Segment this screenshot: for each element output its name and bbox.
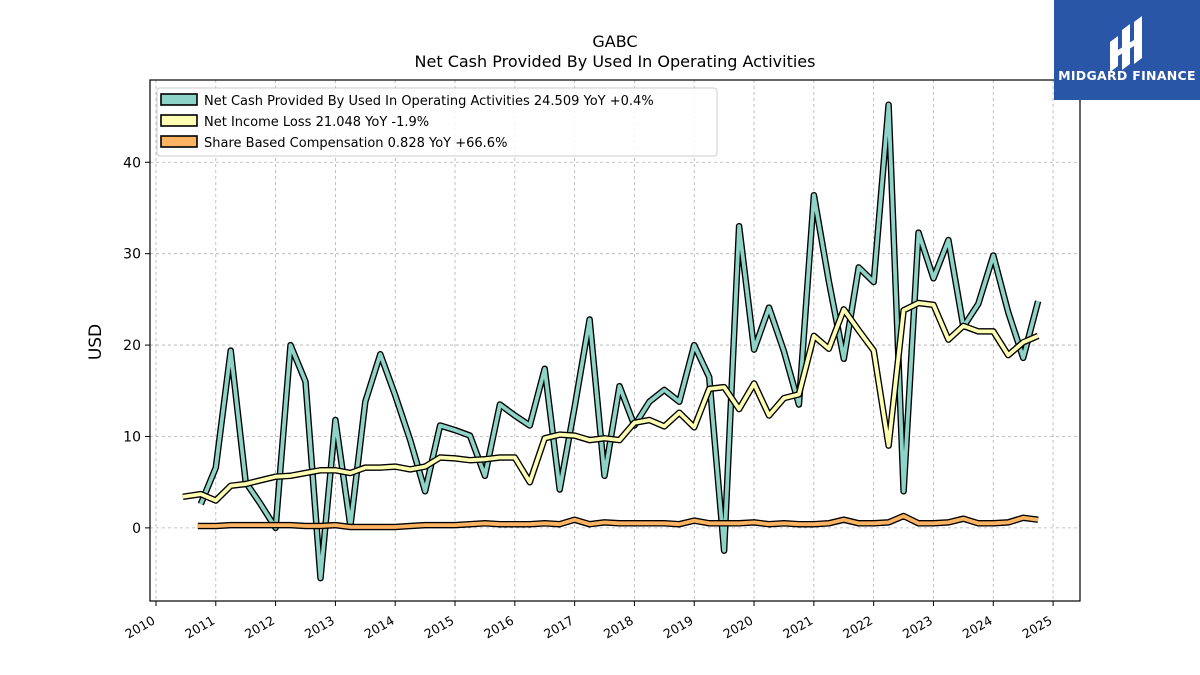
x-tick-label: 2015 bbox=[421, 613, 456, 642]
y-axis-label: USD bbox=[86, 324, 106, 360]
y-tick-label: 0 bbox=[132, 521, 141, 537]
logo-text: MIDGARD FINANCE bbox=[1058, 68, 1196, 83]
x-tick-label: 2013 bbox=[302, 613, 337, 642]
legend-swatch-0 bbox=[160, 93, 198, 106]
x-axis: 2010 2011 2012 2013 2014 2015 2016 2017 2018 2019… bbox=[122, 601, 1055, 642]
x-tick-label: 2011 bbox=[182, 613, 217, 642]
x-tick-label: 2017 bbox=[541, 613, 576, 642]
legend-entry-0: Net Cash Provided By Used In Operating A… bbox=[204, 94, 654, 109]
chart-subtitle: Net Cash Provided By Used In Operating A… bbox=[414, 52, 816, 71]
y-tick-label: 30 bbox=[123, 247, 141, 263]
x-tick-label: 2021 bbox=[780, 613, 815, 642]
legend: Net Cash Provided By Used In Operating A… bbox=[156, 87, 718, 157]
chart-title: GABC bbox=[592, 32, 638, 51]
x-tick-label: 2016 bbox=[481, 613, 516, 642]
x-tick-label: 2010 bbox=[122, 613, 157, 642]
x-tick-label: 2023 bbox=[900, 613, 935, 642]
y-tick-label: 10 bbox=[123, 429, 141, 445]
legend-swatch-2 bbox=[160, 135, 198, 148]
x-tick-label: 2012 bbox=[242, 613, 277, 642]
x-tick-label: 2024 bbox=[960, 613, 995, 642]
y-tick-label: 40 bbox=[123, 155, 141, 171]
series-line-2 bbox=[197, 514, 1039, 529]
series-lines bbox=[182, 101, 1042, 582]
y-tick-label: 20 bbox=[123, 338, 141, 354]
x-tick-label: 2020 bbox=[721, 613, 756, 642]
x-tick-label: 2014 bbox=[362, 613, 397, 642]
plot-frame bbox=[149, 79, 1081, 602]
x-tick-label: 2019 bbox=[661, 613, 696, 642]
legend-swatch-1 bbox=[160, 114, 198, 127]
legend-entry-1: Net Income Loss 21.048 YoY -1.9% bbox=[204, 115, 429, 130]
y-axis: 0 10 20 30 40 bbox=[123, 155, 150, 537]
x-tick-label: 2025 bbox=[1020, 613, 1055, 642]
brand-logo: MIDGARD FINANCE bbox=[1054, 0, 1200, 100]
legend-entry-2: Share Based Compensation 0.828 YoY +66.6… bbox=[204, 136, 507, 151]
series-line-1 bbox=[182, 301, 1039, 503]
series-line-0 bbox=[199, 102, 1040, 580]
x-tick-label: 2018 bbox=[601, 613, 636, 642]
legend-box bbox=[156, 87, 718, 157]
x-tick-label: 2022 bbox=[840, 613, 875, 642]
logo-mark-icon bbox=[1110, 16, 1142, 72]
